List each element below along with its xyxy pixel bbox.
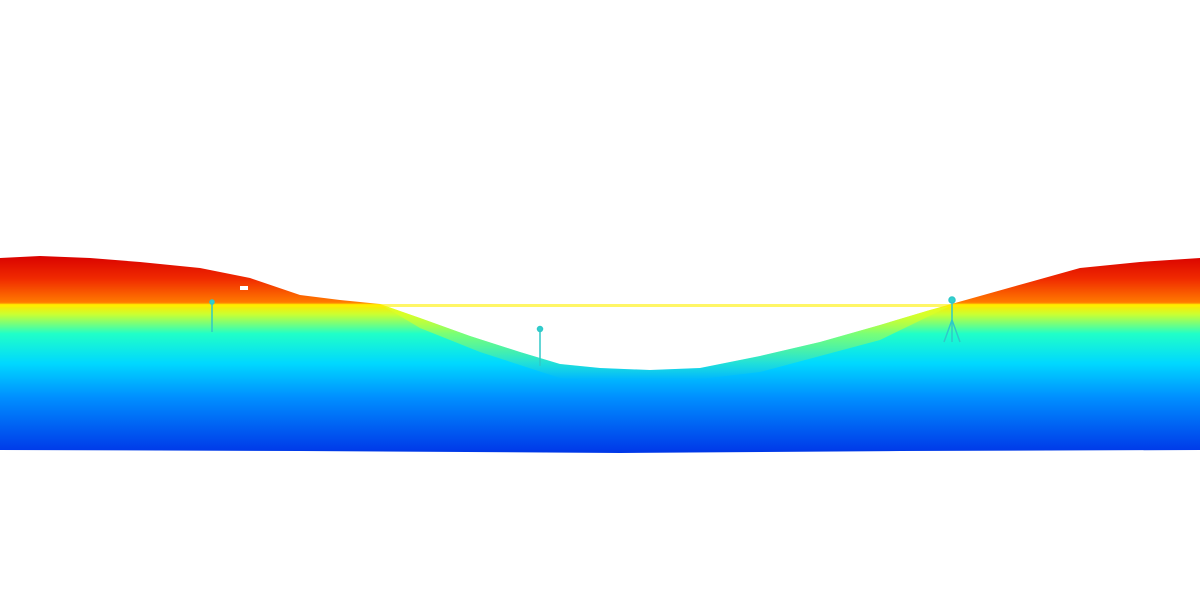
pole-top <box>209 299 215 305</box>
surface-band <box>380 304 950 385</box>
pole-top <box>948 296 956 304</box>
pole-strut <box>943 319 953 343</box>
pole-top <box>536 325 544 333</box>
horizon-line <box>0 304 1200 307</box>
pole-strut <box>951 319 961 343</box>
terrain <box>0 256 1200 453</box>
structure <box>240 286 248 290</box>
poles <box>209 296 961 366</box>
